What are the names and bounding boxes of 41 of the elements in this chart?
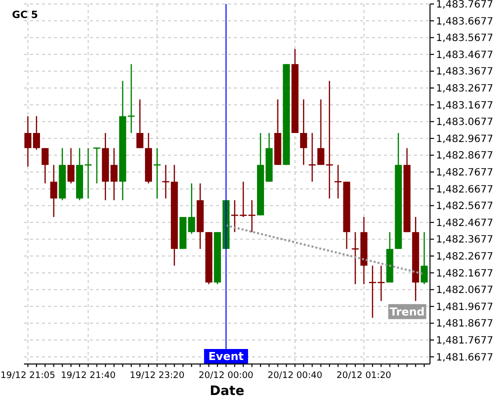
x-tick-label: 19/12 21:40 (60, 371, 116, 381)
y-tick-label: 1,482.9677 (436, 134, 494, 145)
y-tick-label: 1,481.7677 (436, 336, 494, 347)
y-tick-label: 1,483.4677 (436, 50, 494, 61)
ref-line-label: Event (208, 350, 244, 363)
y-tick-label: 1,481.6677 (436, 352, 494, 364)
y-tick-label: 1,482.7677 (436, 168, 494, 179)
candlestick (136, 98, 144, 149)
x-tick-label: 19/12 23:20 (130, 371, 185, 381)
y-tick-label: 1,482.5677 (436, 201, 494, 212)
y-tick-label: 1,483.3677 (436, 66, 494, 78)
candlestick (128, 63, 135, 134)
y-tick-label: 1,483.2677 (436, 84, 494, 95)
x-tick-label: 19/12 21:05 (0, 371, 56, 381)
candlestick (420, 232, 428, 285)
candlestick (42, 148, 49, 184)
candlestick (67, 148, 74, 184)
y-tick-label: 1,483.7677 (436, 0, 494, 10)
y-tick-label: 1,482.3677 (436, 234, 494, 246)
y-tick-label: 1,482.0677 (436, 285, 494, 296)
text: Trend (390, 306, 425, 319)
y-tick-label: 1,482.4677 (436, 218, 494, 229)
x-tick-label: 20/12 01:20 (336, 371, 392, 381)
y-tick-label: 1,482.8677 (436, 150, 494, 162)
y-tick-label: 1,481.9677 (436, 302, 494, 313)
y-tick-label: 1,483.6677 (436, 16, 494, 28)
x-tick-label: 20/12 00:00 (198, 371, 254, 381)
candlestick (300, 98, 308, 166)
text: GC 5 (12, 10, 38, 21)
y-tick-label: 1,483.1677 (436, 100, 494, 112)
y-tick-label: 1,483.0677 (436, 117, 494, 128)
y-tick-label: 1,483.5677 (436, 33, 494, 44)
y-tick-label: 1,482.2677 (436, 252, 494, 263)
y-tick-label: 1,482.1677 (436, 268, 494, 280)
y-tick-label: 1,481.8677 (436, 318, 494, 330)
candlestick (50, 164, 58, 218)
candlestick (231, 200, 238, 233)
candlestick (162, 164, 170, 200)
x-axis-title: Date (210, 384, 244, 399)
y-tick-label: 1,482.6677 (436, 184, 494, 196)
x-tick-label: 20/12 00:40 (268, 371, 323, 381)
